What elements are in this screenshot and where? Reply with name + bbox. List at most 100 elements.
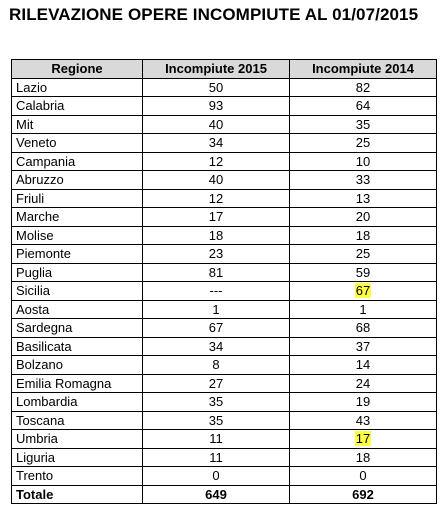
region-cell: Friuli [11, 188, 143, 208]
table-row: Friuli 12 13 [11, 188, 437, 208]
value-2015-cell: --- [142, 281, 290, 301]
table-row: Umbria 11 17 [11, 429, 437, 449]
region-cell: Mit [11, 114, 143, 134]
table-row: Veneto 34 25 [11, 133, 437, 153]
value-2014-cell: 37 [289, 336, 437, 356]
value-2014-cell: 67 [289, 281, 437, 301]
region-cell: Lazio [11, 77, 143, 97]
value-2015-cell: 11 [142, 447, 290, 467]
column-header-2015: Incompiute 2015 [142, 59, 290, 79]
region-cell: Trento [11, 466, 143, 486]
value-2015-cell: 27 [142, 373, 290, 393]
table-row: Piemonte 23 25 [11, 244, 437, 264]
highlighted-value: 67 [354, 283, 372, 299]
table-row: Aosta 1 1 [11, 299, 437, 319]
value-2015-cell: 12 [142, 151, 290, 171]
value-2014-cell: 18 [289, 225, 437, 245]
value-2014-cell: 13 [289, 188, 437, 208]
total-2015: 649 [142, 484, 290, 504]
table-row: Lazio 50 82 [11, 77, 437, 97]
table-row: Lombardia 35 19 [11, 392, 437, 412]
value-2014-cell: 18 [289, 447, 437, 467]
region-cell: Sicilia [11, 281, 143, 301]
value-2015-cell: 40 [142, 170, 290, 190]
table-body: Lazio 50 82 Calabria 93 64 Mit 40 35 Veneto 34 25 Ca… [11, 77, 437, 486]
table-row: Puglia 81 59 [11, 262, 437, 282]
value-2014-cell: 0 [289, 466, 437, 486]
total-label: Totale [11, 484, 143, 504]
region-cell: Aosta [11, 299, 143, 319]
value-2014-cell: 10 [289, 151, 437, 171]
value-2015-cell: 40 [142, 114, 290, 134]
table-row: Emilia Romagna 27 24 [11, 373, 437, 393]
table-row: Toscana 35 43 [11, 410, 437, 430]
value-2014-cell: 43 [289, 410, 437, 430]
value-2014-cell: 35 [289, 114, 437, 134]
table-row: Trento 0 0 [11, 466, 437, 486]
value-2014-cell: 20 [289, 207, 437, 227]
value-2015-cell: 50 [142, 77, 290, 97]
region-cell: Basilicata [11, 336, 143, 356]
value-2015-cell: 12 [142, 188, 290, 208]
value-2014-cell: 68 [289, 318, 437, 338]
value-2015-cell: 1 [142, 299, 290, 319]
value-2015-cell: 35 [142, 392, 290, 412]
value-2015-cell: 34 [142, 336, 290, 356]
table-row: Marche 17 20 [11, 207, 437, 227]
table-row: Basilicata 34 37 [11, 336, 437, 356]
value-2015-cell: 35 [142, 410, 290, 430]
page-title: RILEVAZIONE OPERE INCOMPIUTE AL 01/07/20… [9, 5, 419, 24]
region-cell: Marche [11, 207, 143, 227]
value-2015-cell: 17 [142, 207, 290, 227]
value-2015-cell: 23 [142, 244, 290, 264]
table-row: Sicilia --- 67 [11, 281, 437, 301]
value-2015-cell: 93 [142, 96, 290, 116]
region-cell: Toscana [11, 410, 143, 430]
column-header-region: Regione [11, 59, 143, 79]
value-2014-cell: 64 [289, 96, 437, 116]
incomplete-works-table: Regione Incompiute 2015 Incompiute 2014 … [11, 59, 437, 504]
value-2014-cell: 14 [289, 355, 437, 375]
region-cell: Campania [11, 151, 143, 171]
table-row: Abruzzo 40 33 [11, 170, 437, 190]
column-header-2014: Incompiute 2014 [289, 59, 437, 79]
table-row: Campania 12 10 [11, 151, 437, 171]
value-2014-cell: 17 [289, 429, 437, 449]
value-2014-cell: 19 [289, 392, 437, 412]
region-cell: Emilia Romagna [11, 373, 143, 393]
table-row: Liguria 11 18 [11, 447, 437, 467]
value-2015-cell: 18 [142, 225, 290, 245]
value-2015-cell: 34 [142, 133, 290, 153]
region-cell: Abruzzo [11, 170, 143, 190]
value-2014-cell: 24 [289, 373, 437, 393]
table-row: Molise 18 18 [11, 225, 437, 245]
table-row: Bolzano 8 14 [11, 355, 437, 375]
value-2014-cell: 82 [289, 77, 437, 97]
region-cell: Sardegna [11, 318, 143, 338]
value-2015-cell: 8 [142, 355, 290, 375]
region-cell: Umbria [11, 429, 143, 449]
value-2014-cell: 59 [289, 262, 437, 282]
table-header-row: Regione Incompiute 2015 Incompiute 2014 [11, 59, 437, 79]
value-2015-cell: 81 [142, 262, 290, 282]
region-cell: Liguria [11, 447, 143, 467]
value-2014-cell: 25 [289, 244, 437, 264]
value-2014-cell: 33 [289, 170, 437, 190]
table-row: Calabria 93 64 [11, 96, 437, 116]
table-row: Sardegna 67 68 [11, 318, 437, 338]
region-cell: Puglia [11, 262, 143, 282]
region-cell: Molise [11, 225, 143, 245]
region-cell: Veneto [11, 133, 143, 153]
region-cell: Bolzano [11, 355, 143, 375]
value-2015-cell: 67 [142, 318, 290, 338]
region-cell: Calabria [11, 96, 143, 116]
value-2015-cell: 11 [142, 429, 290, 449]
total-row: Totale 649 692 [11, 484, 437, 504]
region-cell: Lombardia [11, 392, 143, 412]
highlighted-value: 17 [354, 431, 372, 447]
value-2014-cell: 25 [289, 133, 437, 153]
value-2014-cell: 1 [289, 299, 437, 319]
value-2015-cell: 0 [142, 466, 290, 486]
total-2014: 692 [289, 484, 437, 504]
table-row: Mit 40 35 [11, 114, 437, 134]
